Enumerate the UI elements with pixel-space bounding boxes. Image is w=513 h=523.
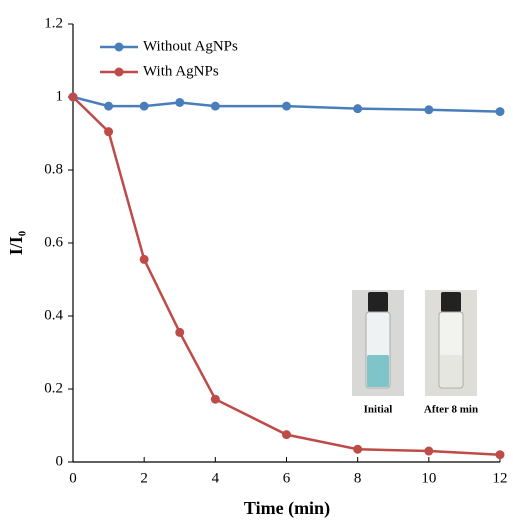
data-point (210, 101, 220, 111)
y-tick-label: 0 (56, 453, 64, 469)
x-tick-label: 12 (493, 470, 508, 486)
data-point (104, 127, 114, 137)
data-point (175, 327, 185, 337)
legend-marker (114, 42, 124, 52)
y-tick-label: 1 (56, 88, 64, 104)
data-point (139, 254, 149, 264)
data-point (424, 105, 434, 115)
legend-marker (114, 67, 124, 77)
x-tick-label: 0 (69, 470, 77, 486)
y-tick-label: 0.2 (44, 380, 63, 396)
inset-photos: Initial After 8 min (352, 290, 478, 416)
x-tick-label: 4 (212, 470, 220, 486)
y-tick-label: 1.2 (44, 15, 63, 31)
legend-label: Without AgNPs (143, 38, 238, 54)
y-tick-label: 0.8 (44, 161, 63, 177)
data-point (68, 92, 78, 102)
data-point (424, 446, 434, 456)
data-point (353, 104, 363, 114)
legend-label: With AgNPs (143, 63, 219, 79)
series-line (72, 96, 501, 456)
x-tick-label: 10 (421, 470, 436, 486)
inset-label: Initial (364, 404, 393, 416)
x-tick-label: 6 (283, 470, 291, 486)
data-point (353, 444, 363, 454)
data-point (104, 101, 114, 111)
vial-cap (441, 292, 461, 312)
x-axis-label: Time (min) (244, 498, 330, 519)
data-point (495, 107, 505, 117)
vial-cap (368, 292, 388, 312)
y-tick-label: 0.4 (44, 307, 63, 323)
data-point (282, 101, 291, 111)
data-point (495, 450, 505, 460)
data-point (282, 430, 291, 440)
vial-liquid (440, 355, 462, 387)
inset-label: After 8 min (424, 404, 478, 416)
data-point (175, 97, 185, 107)
vial-liquid (367, 355, 389, 387)
x-tick-label: 8 (354, 470, 362, 486)
x-tick-label: 2 (140, 470, 148, 486)
y-tick-label: 0.6 (44, 234, 63, 250)
y-axis-label: I/I₀ (6, 231, 26, 255)
data-point (210, 394, 220, 404)
data-point (139, 101, 149, 111)
